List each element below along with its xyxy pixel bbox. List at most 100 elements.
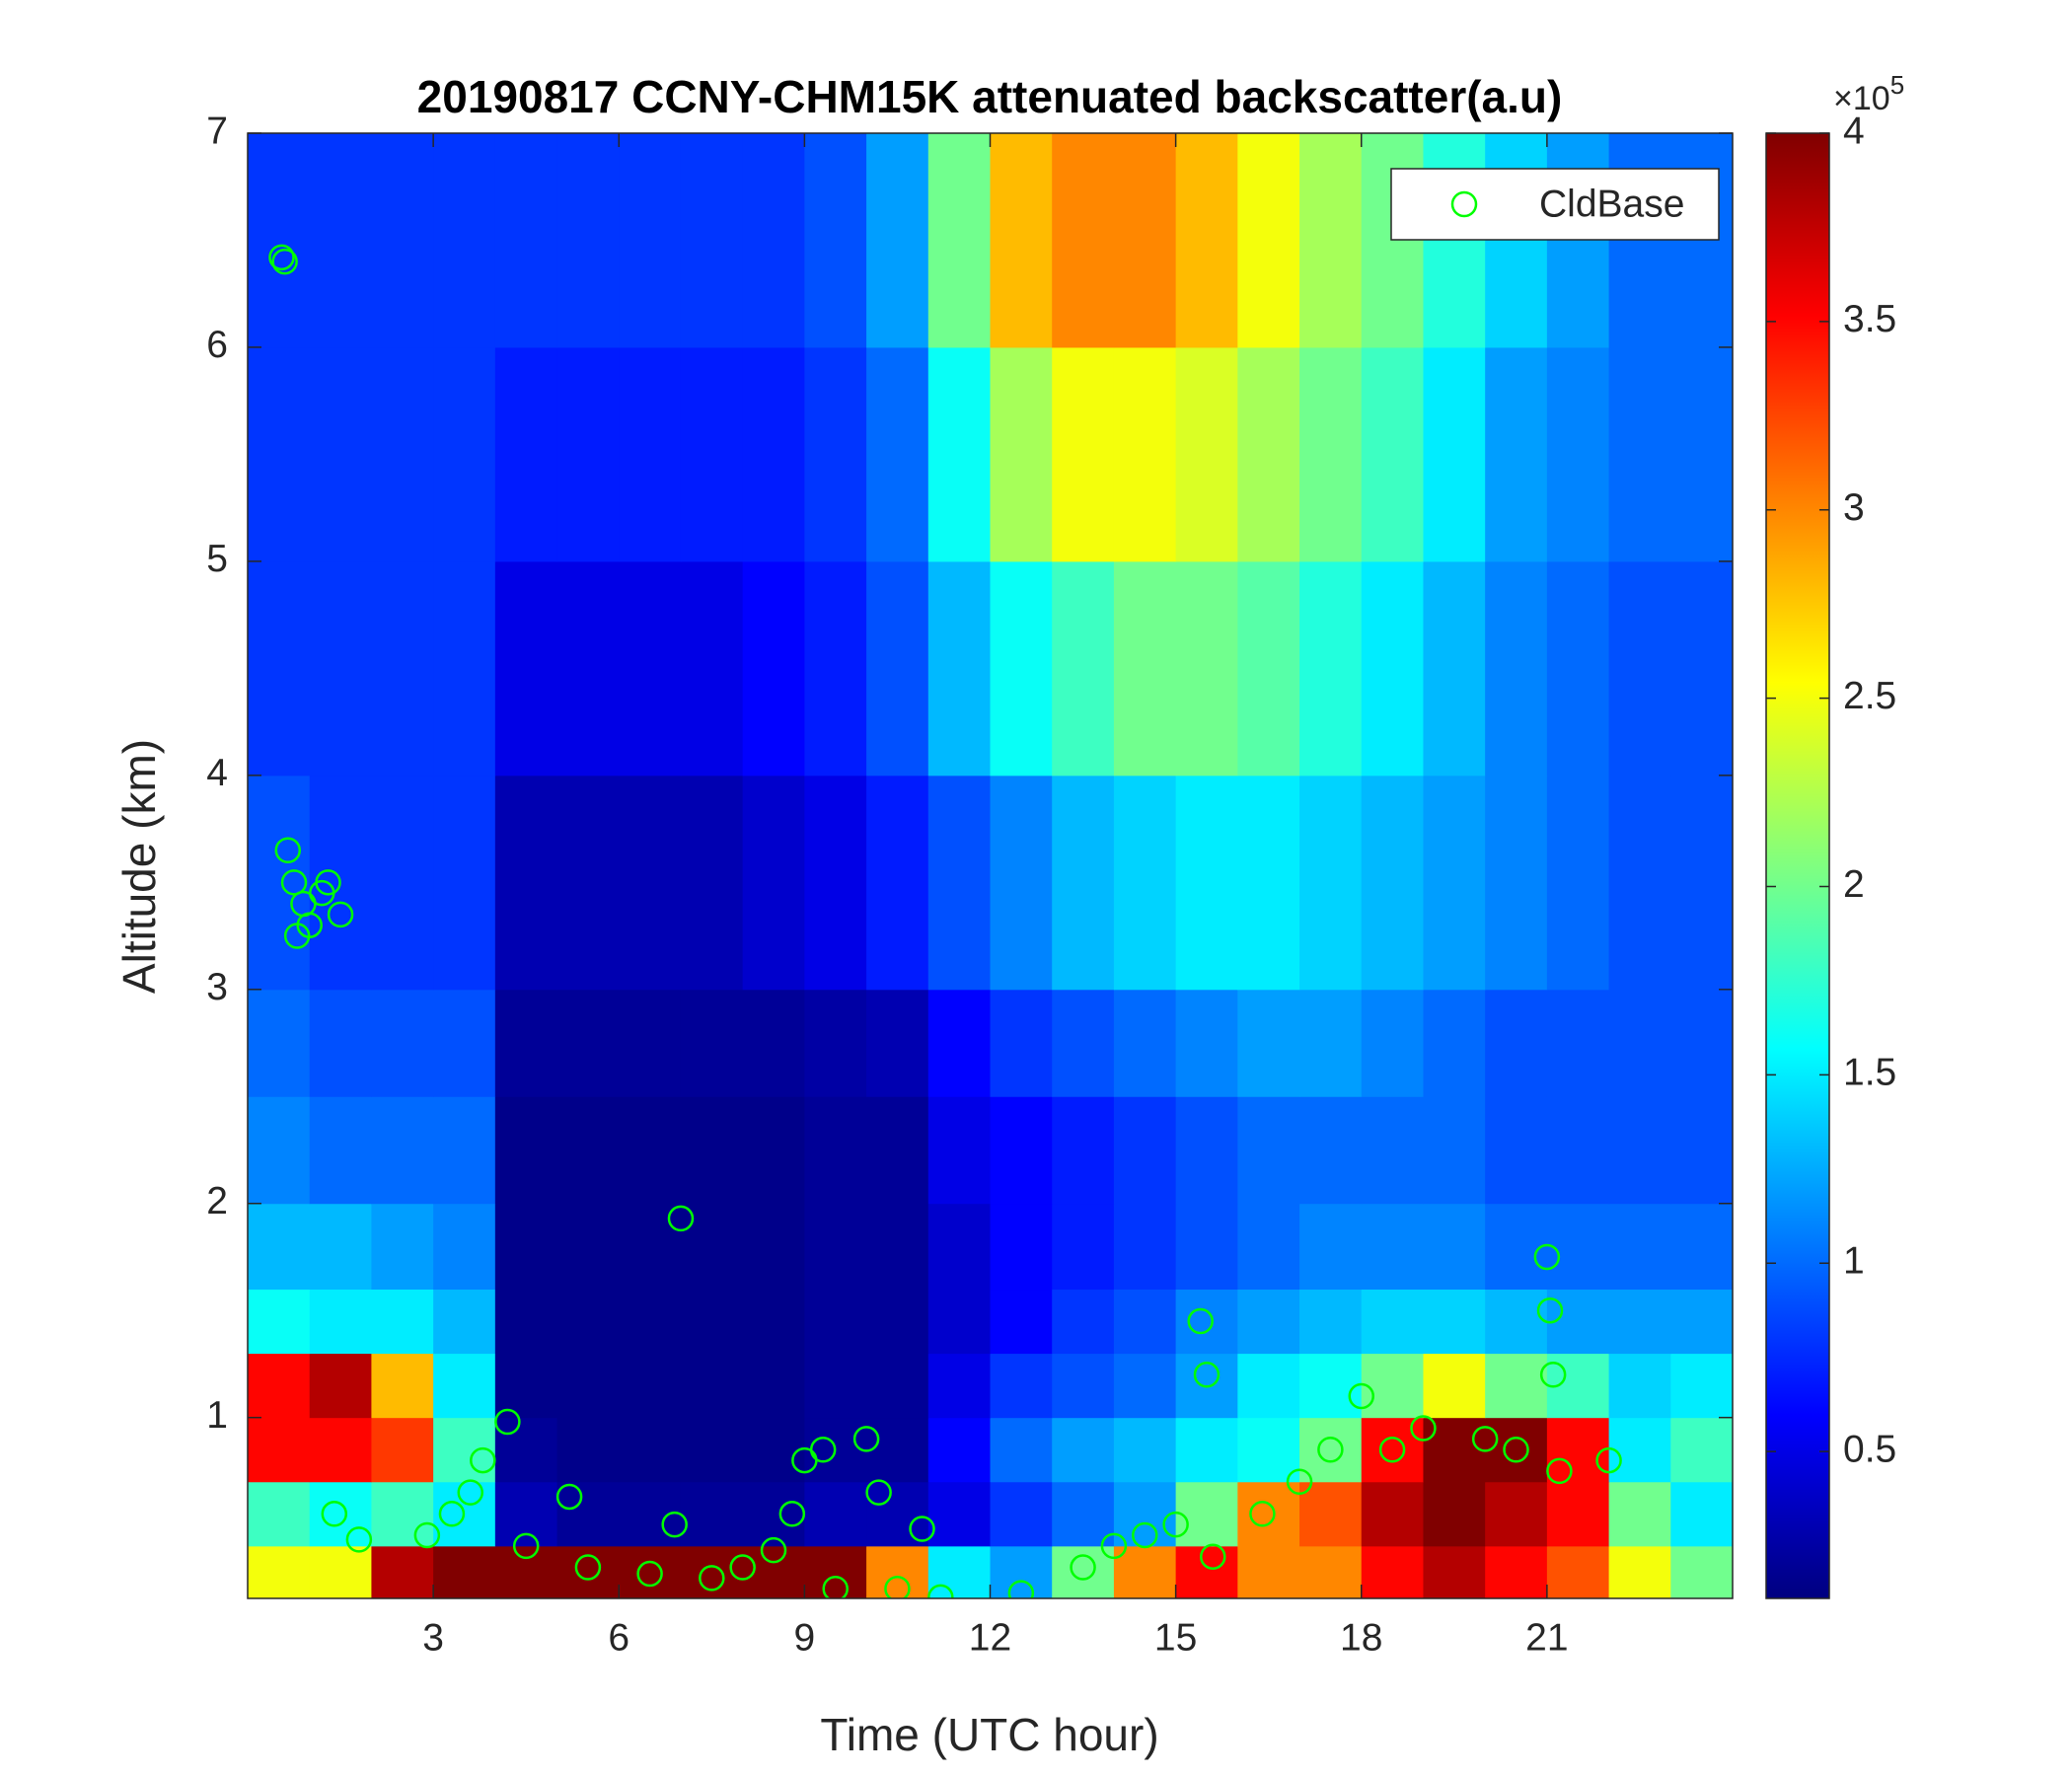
heat-cell	[1299, 775, 1363, 991]
cloud-base-point	[413, 1521, 441, 1549]
cloud-base-point	[865, 1479, 892, 1506]
heat-cell	[1237, 1096, 1300, 1205]
cloud-base-point	[1533, 1243, 1561, 1271]
heat-cell	[1361, 346, 1424, 562]
heat-cell	[1299, 1545, 1363, 1598]
heat-cell	[1485, 1289, 1548, 1355]
heat-cell	[309, 1289, 372, 1355]
colorbar-tick-label: 1.5	[1843, 1052, 1896, 1094]
heat-cell	[1113, 775, 1177, 991]
heat-cell	[742, 1481, 805, 1547]
heat-cell	[371, 1545, 434, 1598]
heat-cell	[866, 1353, 929, 1419]
cloud-base-point	[321, 1501, 348, 1527]
heat-cell	[1052, 1417, 1115, 1483]
heat-cell	[556, 560, 620, 777]
cloud-base-point	[327, 901, 354, 928]
legend-box	[1390, 168, 1720, 241]
heat-cell	[248, 1096, 311, 1205]
heat-cell	[1052, 560, 1115, 777]
heat-cell	[1608, 775, 1671, 991]
heat-cell	[1052, 1353, 1115, 1419]
heat-cell	[371, 346, 434, 562]
cloud-base-point	[268, 244, 295, 271]
heat-cell	[1299, 1096, 1363, 1205]
heat-cell	[1113, 1353, 1177, 1419]
heat-cell	[556, 1289, 620, 1355]
heat-cell	[742, 560, 805, 777]
heat-cell	[1546, 1096, 1610, 1205]
heat-cell	[248, 1353, 311, 1419]
heat-cell	[1113, 1289, 1177, 1355]
colorbar-tick-label: 4	[1843, 110, 1865, 152]
heat-cell	[1670, 346, 1733, 562]
heat-cell	[1361, 1545, 1424, 1598]
heat-cell	[1485, 989, 1548, 1097]
heat-cell	[990, 560, 1053, 777]
heat-cell	[248, 1545, 311, 1598]
heat-cell	[494, 775, 558, 991]
heat-cell	[1485, 1203, 1548, 1291]
heat-cell	[1052, 133, 1115, 348]
heat-cell	[494, 1481, 558, 1547]
heat-cell	[1052, 1289, 1115, 1355]
heat-cell	[1237, 1417, 1300, 1483]
heat-cell	[1423, 1096, 1486, 1205]
heat-cell	[248, 1203, 311, 1291]
heat-cell	[1608, 1545, 1671, 1598]
heat-cell	[1423, 1481, 1486, 1547]
heat-cell	[680, 1203, 744, 1291]
heat-cell	[866, 1417, 929, 1483]
heat-cell	[804, 560, 867, 777]
cloud-base-point	[315, 869, 341, 896]
cloud-base-point	[729, 1554, 756, 1581]
heat-cell	[1546, 989, 1610, 1097]
heat-cell	[1546, 1203, 1610, 1291]
cloud-base-point	[778, 1501, 806, 1527]
cloud-base-point	[470, 1446, 496, 1474]
heat-cell	[1485, 1096, 1548, 1205]
heat-cell	[804, 1481, 867, 1547]
heat-cell	[1670, 1545, 1733, 1598]
heat-cell	[371, 775, 434, 991]
heat-cell	[619, 1417, 682, 1483]
heat-cell	[680, 989, 744, 1097]
heat-cell	[556, 1417, 620, 1483]
heat-cell	[309, 1353, 372, 1419]
heat-cell	[742, 133, 805, 348]
heat-cell	[990, 1289, 1053, 1355]
heat-cell	[1485, 560, 1548, 777]
heat-cell	[804, 133, 867, 348]
heat-cell	[1299, 989, 1363, 1097]
colorbar-tick-label: 2	[1843, 863, 1865, 906]
cloud-base-point	[1187, 1307, 1214, 1335]
cloud-base-point	[1070, 1554, 1096, 1581]
heat-cell	[1546, 775, 1610, 991]
heat-cell	[556, 1353, 620, 1419]
heat-cell	[1546, 560, 1610, 777]
colorbar-tick-label: 3	[1843, 486, 1865, 529]
heat-cell	[1175, 1289, 1238, 1355]
heat-cell	[927, 1353, 991, 1419]
heat-cell	[433, 1096, 496, 1205]
heat-cell	[556, 346, 620, 562]
heat-cell	[1361, 1203, 1424, 1291]
cloud-base-point	[884, 1575, 911, 1598]
heat-cell	[1237, 1203, 1300, 1291]
heat-cell	[433, 560, 496, 777]
heat-cell	[866, 989, 929, 1097]
heat-cell	[1608, 560, 1671, 777]
heat-cell	[309, 133, 372, 348]
heat-cell	[371, 133, 434, 348]
heat-cell	[309, 989, 372, 1097]
colorbar-tick-label: 1	[1843, 1240, 1865, 1283]
heat-cell	[248, 1481, 311, 1547]
heat-cell	[742, 1289, 805, 1355]
heat-cell	[371, 1417, 434, 1483]
heat-cell	[804, 1203, 867, 1291]
y-axis-label: Altitude (km)	[113, 739, 165, 994]
heat-cell	[1361, 1417, 1424, 1483]
heat-cell	[309, 1096, 372, 1205]
heat-cell	[433, 1203, 496, 1291]
